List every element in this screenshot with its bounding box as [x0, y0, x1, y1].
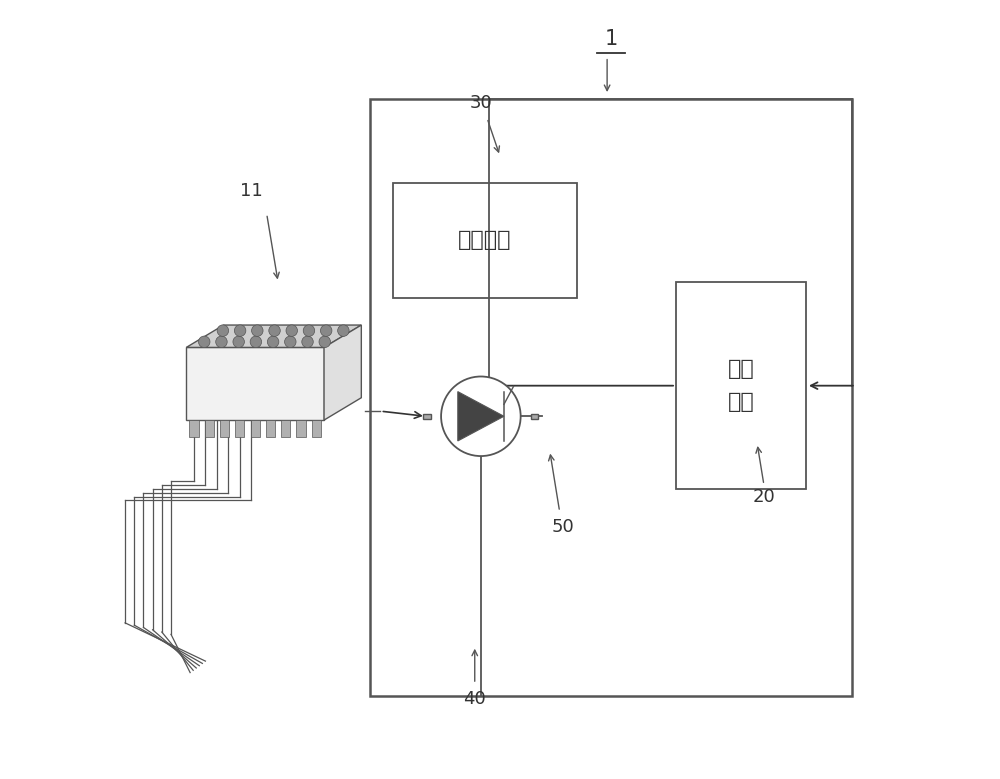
Circle shape	[303, 325, 315, 337]
Circle shape	[338, 325, 349, 337]
Text: 20: 20	[753, 488, 775, 506]
Bar	[235, 420, 244, 437]
Circle shape	[250, 336, 262, 347]
Circle shape	[217, 325, 229, 337]
Circle shape	[269, 325, 280, 337]
Text: 40: 40	[463, 690, 486, 708]
Bar	[531, 414, 538, 419]
Bar	[205, 420, 214, 437]
Circle shape	[319, 336, 330, 347]
Polygon shape	[324, 325, 361, 420]
Circle shape	[320, 325, 332, 337]
Bar	[186, 347, 324, 420]
Bar	[251, 420, 260, 437]
Text: 温控系统: 温控系统	[458, 231, 511, 250]
Text: 30: 30	[469, 93, 492, 111]
Circle shape	[267, 336, 279, 347]
Circle shape	[234, 325, 246, 337]
Bar	[296, 420, 306, 437]
Text: 1: 1	[604, 29, 618, 49]
Bar	[220, 420, 229, 437]
Bar	[370, 99, 852, 696]
Bar	[312, 420, 321, 437]
Bar	[423, 414, 431, 419]
Polygon shape	[458, 392, 504, 441]
Bar	[189, 420, 199, 437]
Circle shape	[198, 336, 210, 347]
Circle shape	[233, 336, 244, 347]
Circle shape	[302, 336, 313, 347]
Text: 11: 11	[240, 182, 263, 199]
Text: 水箱
组件: 水箱 组件	[728, 359, 754, 412]
Circle shape	[252, 325, 263, 337]
Circle shape	[285, 336, 296, 347]
Bar	[393, 183, 577, 298]
Bar	[266, 420, 275, 437]
Circle shape	[441, 376, 521, 456]
Polygon shape	[186, 325, 361, 347]
Circle shape	[286, 325, 297, 337]
Bar	[676, 282, 806, 489]
Text: 50: 50	[551, 518, 574, 536]
Circle shape	[216, 336, 227, 347]
Bar	[281, 420, 290, 437]
